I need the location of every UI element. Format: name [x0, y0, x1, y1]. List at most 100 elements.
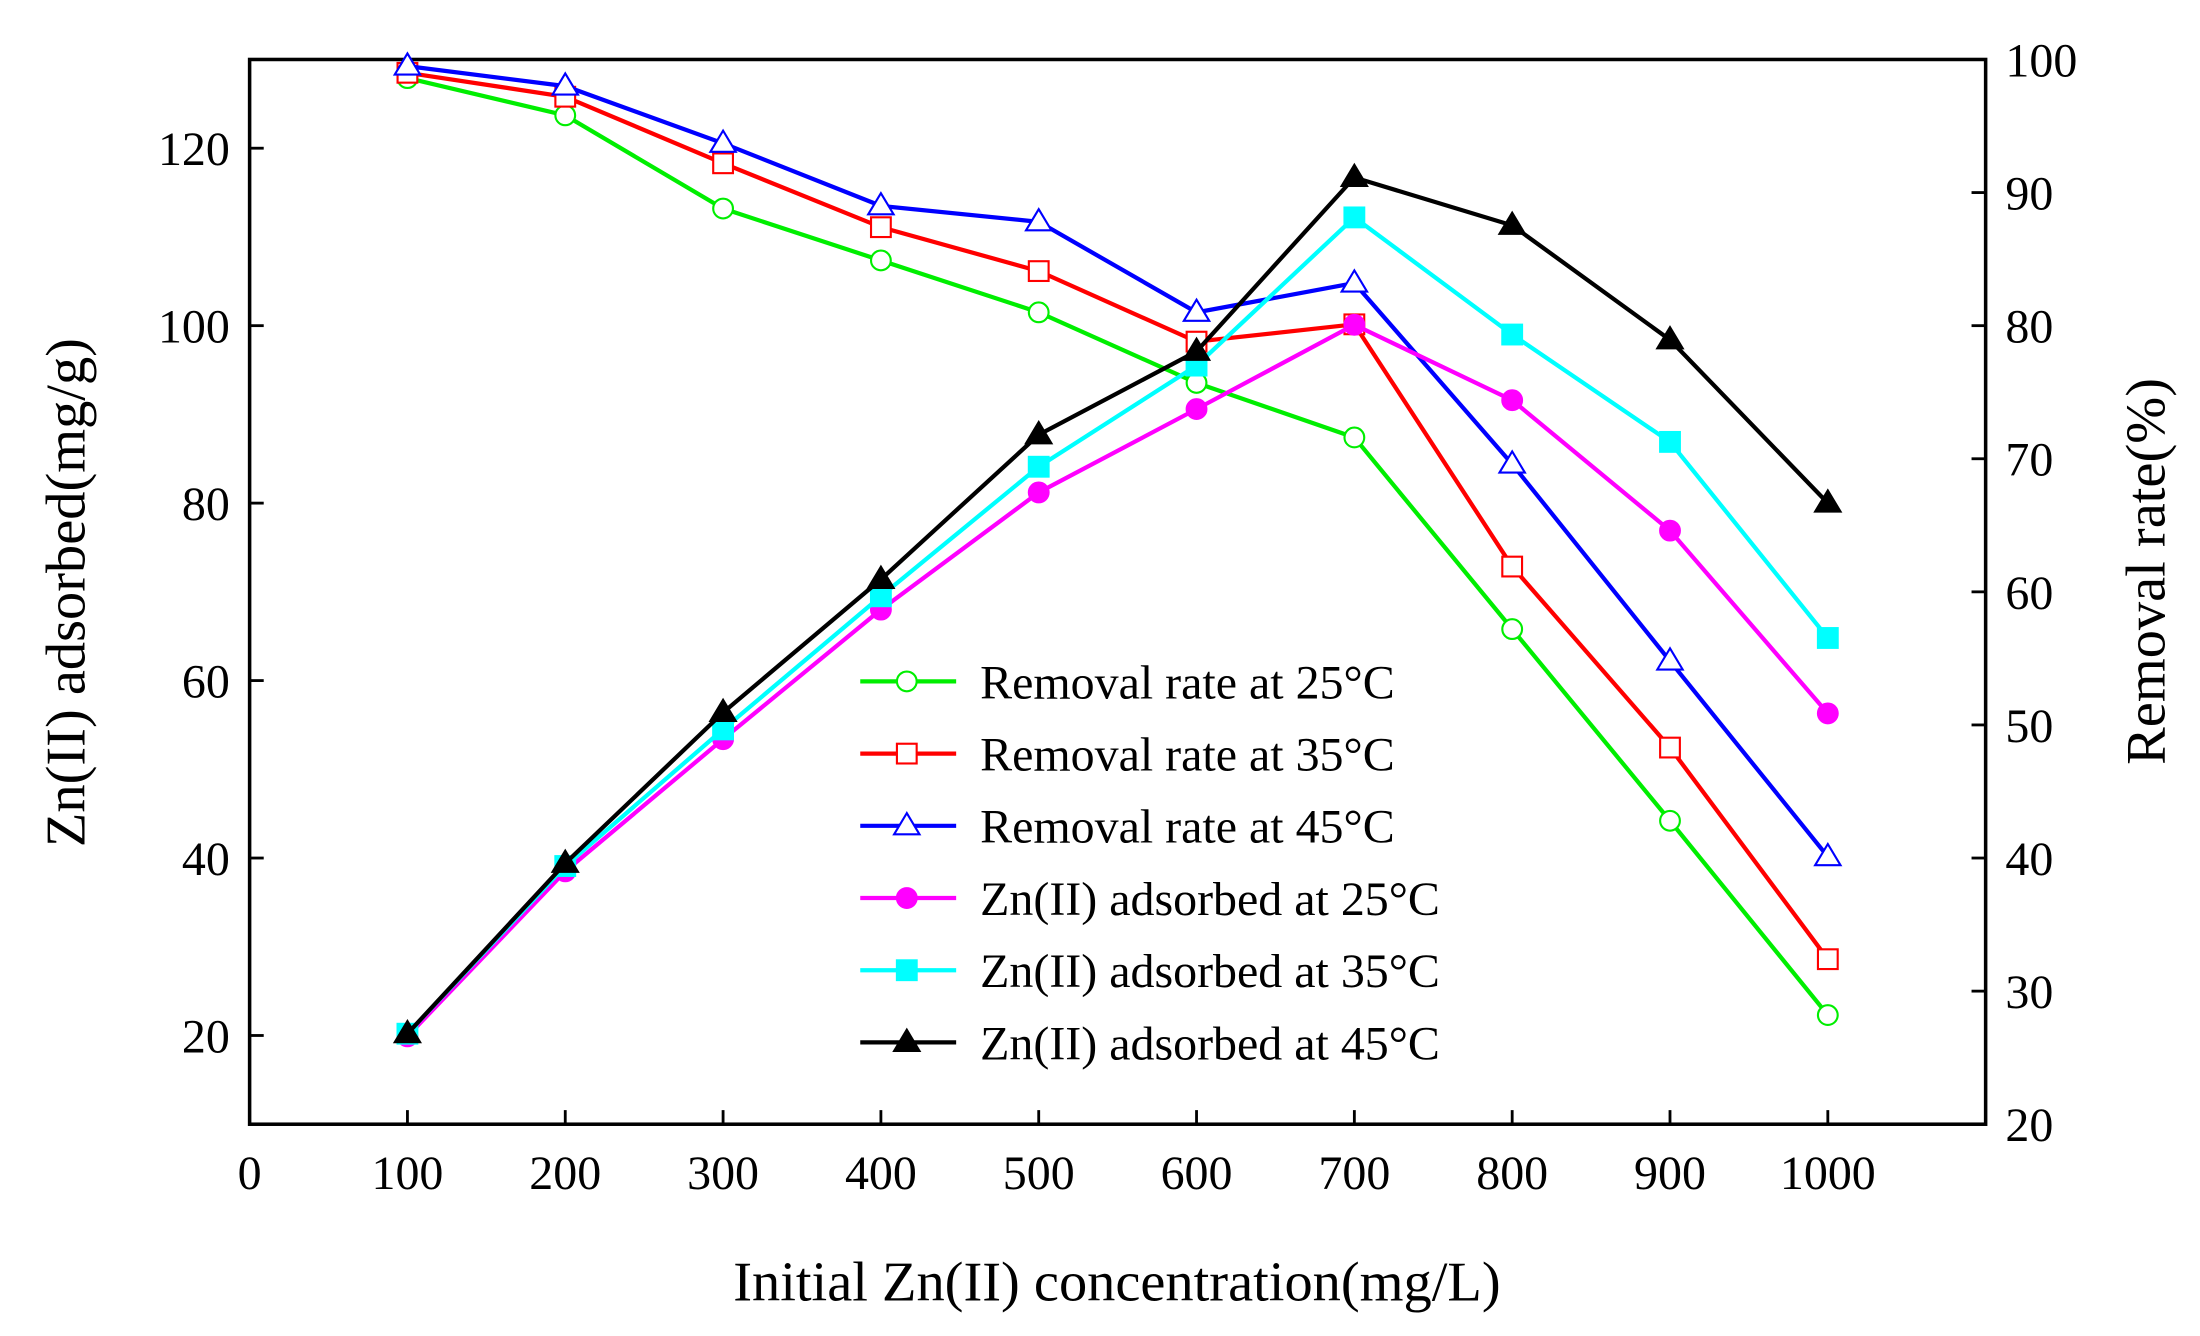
data-point [1655, 325, 1685, 350]
data-point [1497, 210, 1527, 235]
data-point [1501, 389, 1524, 412]
y-right-tick-label: 90 [2005, 167, 2053, 220]
series-line [405, 322, 1830, 1038]
legend-label: Removal rate at 35°C [980, 729, 1395, 782]
legend-label: Removal rate at 45°C [980, 801, 1395, 854]
x-tick-label: 700 [1318, 1147, 1390, 1200]
data-point [1655, 646, 1685, 671]
x-tick-label: 200 [529, 1147, 601, 1200]
data-point [1813, 841, 1843, 867]
x-tick-label: 100 [371, 1147, 443, 1200]
data-point [1501, 555, 1524, 578]
data-point [1659, 736, 1681, 759]
data-point [1501, 618, 1524, 641]
legend-item: Removal rate at 25°C [860, 656, 1395, 709]
series-line [406, 76, 1830, 1017]
data-point [1027, 260, 1050, 283]
y-axis-right-label: Removal rate(%) [2116, 378, 2178, 765]
legend-marker [895, 959, 918, 982]
legend-marker [895, 742, 918, 765]
series-line [405, 214, 1830, 1036]
data-point [1181, 336, 1212, 361]
y-right-tick-label: 80 [2005, 301, 2053, 354]
data-point [1497, 449, 1527, 474]
y-right-tick-label: 40 [2005, 833, 2053, 886]
y-left-tick-label: 100 [158, 301, 230, 354]
legend-marker [895, 887, 918, 909]
data-point [869, 585, 892, 608]
data-point [866, 191, 896, 216]
y-right-tick-label: 60 [2005, 567, 2053, 620]
data-point [708, 128, 738, 153]
data-point [712, 152, 735, 175]
y-left-tick-label: 40 [182, 833, 230, 886]
data-point [1343, 206, 1366, 229]
x-tick-label: 600 [1161, 1147, 1233, 1200]
legend-item: Zn(II) adsorbed at 35°C [860, 945, 1440, 998]
data-point [1343, 313, 1366, 336]
legend-label: Zn(II) adsorbed at 25°C [980, 873, 1440, 926]
legend-item: Zn(II) adsorbed at 25°C [860, 873, 1440, 926]
legend-marker [892, 811, 922, 836]
y-axis-left-label: Zn(II) adsorbed(mg/g) [36, 338, 98, 847]
y-left-tick-label: 20 [182, 1010, 230, 1063]
legend-marker [892, 1027, 922, 1052]
data-point [1816, 948, 1839, 971]
data-point [1816, 1004, 1839, 1027]
series-line [405, 175, 1830, 1036]
legend-label: Zn(II) adsorbed at 45°C [980, 1017, 1440, 1070]
data-point [1816, 702, 1839, 725]
series-5 [392, 162, 1843, 1044]
data-point [392, 51, 422, 76]
data-point [1339, 268, 1369, 293]
series-line [407, 64, 1830, 859]
data-point [1027, 455, 1050, 478]
x-tick-label: 500 [1003, 1147, 1075, 1200]
y-left-tick-label: 80 [182, 478, 230, 531]
data-point [708, 697, 738, 723]
y-left-tick-label: 120 [158, 123, 230, 176]
x-tick-label: 800 [1476, 1147, 1548, 1200]
data-point [1343, 426, 1366, 449]
data-point [712, 718, 735, 741]
legend-item: Zn(II) adsorbed at 45°C [860, 1017, 1440, 1070]
data-point [550, 848, 580, 873]
data-point [1027, 481, 1050, 504]
legend-item: Removal rate at 35°C [860, 729, 1395, 782]
data-point [1659, 809, 1681, 832]
data-point [1024, 420, 1054, 445]
legend-label: Removal rate at 25°C [980, 656, 1395, 709]
legend-label: Zn(II) adsorbed at 35°C [980, 945, 1440, 998]
x-tick-label: 400 [845, 1147, 917, 1200]
data-point [1185, 398, 1208, 420]
data-point [554, 104, 577, 127]
data-point [712, 197, 735, 220]
data-point [1659, 430, 1681, 453]
x-tick-label: 1000 [1780, 1147, 1876, 1200]
data-point [1027, 301, 1050, 324]
y-left-tick-label: 60 [182, 655, 230, 708]
data-point [1181, 297, 1212, 322]
series-2 [392, 51, 1843, 867]
data-point [1339, 162, 1369, 188]
data-point [550, 71, 580, 96]
data-point [1816, 627, 1839, 649]
legend-item: Removal rate at 45°C [860, 801, 1395, 854]
data-point [1501, 323, 1524, 346]
y-right-tick-label: 50 [2005, 700, 2053, 753]
y-right-tick-label: 70 [2005, 434, 2053, 487]
y-right-tick-label: 100 [2005, 34, 2077, 87]
y-right-tick-label: 30 [2005, 966, 2053, 1019]
series-line [407, 70, 1830, 961]
legend-marker [895, 670, 918, 693]
x-tick-label: 300 [687, 1147, 759, 1200]
data-point [869, 249, 892, 272]
x-tick-label: 0 [238, 1147, 262, 1200]
x-tick-label: 900 [1634, 1147, 1706, 1200]
data-point [866, 564, 896, 589]
data-point [392, 1018, 422, 1044]
y-right-tick-label: 20 [2005, 1099, 2053, 1152]
data-point [1813, 488, 1843, 513]
data-point [1024, 207, 1054, 232]
